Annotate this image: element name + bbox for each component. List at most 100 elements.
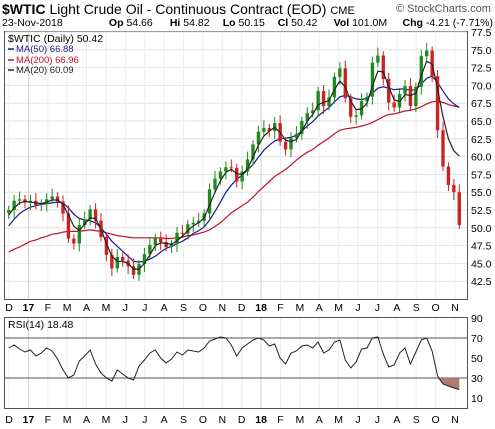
instrument-name: Light Crude Oil - Continuous Contract (E… <box>49 1 327 17</box>
x-tick-label: S <box>413 302 420 314</box>
high-value: Hi 54.82 <box>169 17 210 29</box>
price-candle <box>408 78 413 111</box>
price-candle <box>305 107 309 129</box>
price-candle <box>245 151 250 176</box>
price-candle <box>153 233 157 251</box>
y-tick-label: 65.0 <box>471 116 492 128</box>
x-tick-label: M <box>295 414 304 426</box>
x-tick-label: A <box>316 302 323 314</box>
x-tick-label: A <box>393 414 400 426</box>
price-panel: 77.5 75.0 72.5 70.0 67.5 65.0 62.5 60.0 57.5 55.0… <box>4 27 492 300</box>
price-candle <box>169 239 174 254</box>
ma20-line <box>8 60 460 270</box>
price-candle <box>403 80 407 102</box>
price-candle <box>376 47 380 67</box>
y-tick-label: 47.5 <box>471 241 492 253</box>
price-candle <box>316 86 320 117</box>
y-tick-label: 55.0 <box>471 187 492 199</box>
rsi-panel-frame <box>4 317 468 409</box>
x-tick-label: J <box>355 302 360 314</box>
x-tick-label: N <box>219 414 227 426</box>
price-panel-frame <box>4 31 468 300</box>
price-candle <box>159 231 163 250</box>
legend-ma50: MA(50) 66.88 <box>16 44 74 55</box>
rsi-line <box>8 336 460 390</box>
x-tick-label: J <box>375 302 380 314</box>
x-tick-label: D <box>238 302 246 314</box>
x-tick-label: M <box>334 414 343 426</box>
y-tick-label: 57.5 <box>471 169 492 181</box>
price-candle <box>72 234 76 250</box>
x-tick-label: M <box>295 302 304 314</box>
x-tick-label: S <box>413 414 420 426</box>
price-candle <box>7 205 11 219</box>
price-candle <box>88 205 92 226</box>
price-candle <box>61 195 65 222</box>
price-candle <box>332 72 337 104</box>
rsi-tick-label: 90 <box>471 313 483 325</box>
price-candle <box>289 132 293 158</box>
quote-line: 23-Nov-2018 Op 54.66 Hi 54.82 Lo 50.15 C… <box>2 17 493 29</box>
y-tick-label: 42.5 <box>471 276 492 288</box>
price-candle <box>186 219 190 240</box>
price-candle <box>121 252 125 267</box>
x-tick-label: S <box>180 414 187 426</box>
credit-text: © StockCharts.com <box>396 3 491 15</box>
y-tick-label: 50.0 <box>471 223 492 235</box>
symbol: $WTIC <box>2 1 46 17</box>
y-tick-label: 67.5 <box>471 98 492 110</box>
price-candle <box>441 122 445 171</box>
price-candle <box>251 140 255 166</box>
price-candle <box>235 163 239 188</box>
x-tick-label: J <box>123 414 128 426</box>
price-candle <box>213 170 217 194</box>
chart-title: $WTIC Light Crude Oil - Continuous Contr… <box>2 1 355 17</box>
price-candle <box>321 85 326 114</box>
y-tick-label: 70.0 <box>471 80 492 92</box>
price-candle <box>419 50 423 95</box>
x-tick-label: A <box>161 302 168 314</box>
x-tick-label: J <box>142 302 147 314</box>
x-tick-label: D <box>238 414 246 426</box>
price-candle <box>207 183 212 222</box>
y-tick-label: 77.5 <box>471 27 492 39</box>
close-value: Cl 50.42 <box>277 17 318 29</box>
x-tick-label: 17 <box>23 302 35 314</box>
x-tick-label: O <box>199 414 207 426</box>
x-tick-label: D <box>5 414 13 426</box>
price-candle <box>354 109 358 125</box>
ma200-line <box>8 100 460 253</box>
price-candle <box>110 248 114 277</box>
price-candle <box>83 211 87 230</box>
rsi-panel: 90 70 50 30 10 RSI(14) 18.48 <box>4 313 483 409</box>
x-tick-label: N <box>451 414 459 426</box>
price-candle <box>300 116 304 140</box>
price-candle <box>164 234 168 252</box>
price-candle <box>457 184 461 230</box>
price-candle <box>414 82 418 113</box>
x-tick-label: F <box>277 302 283 314</box>
exchange: CME <box>330 5 355 17</box>
x-tick-label: F <box>45 414 51 426</box>
price-candle <box>370 56 375 105</box>
y-tick-label: 72.5 <box>471 63 492 75</box>
x-tick-label: J <box>355 414 360 426</box>
price-candle <box>66 205 71 243</box>
y-tick-label: 60.0 <box>471 152 492 164</box>
price-candle <box>381 51 385 86</box>
x-tick-label: O <box>199 302 207 314</box>
legend-price: $WTIC (Daily) 50.42 <box>8 33 103 45</box>
x-tick-label: M <box>102 414 111 426</box>
x-tick-label: F <box>45 302 51 314</box>
price-candle <box>175 226 179 253</box>
rsi-tick-label: 10 <box>471 393 483 405</box>
price-candle <box>446 162 451 192</box>
open-value: Op 54.66 <box>108 17 153 29</box>
x-tick-label: J <box>375 414 380 426</box>
x-tick-label: N <box>451 302 459 314</box>
price-candle <box>343 60 347 103</box>
price-candle <box>77 218 81 252</box>
change-value: Chg -4.21 (-7.71%) <box>402 17 493 29</box>
x-tick-label: M <box>334 302 343 314</box>
